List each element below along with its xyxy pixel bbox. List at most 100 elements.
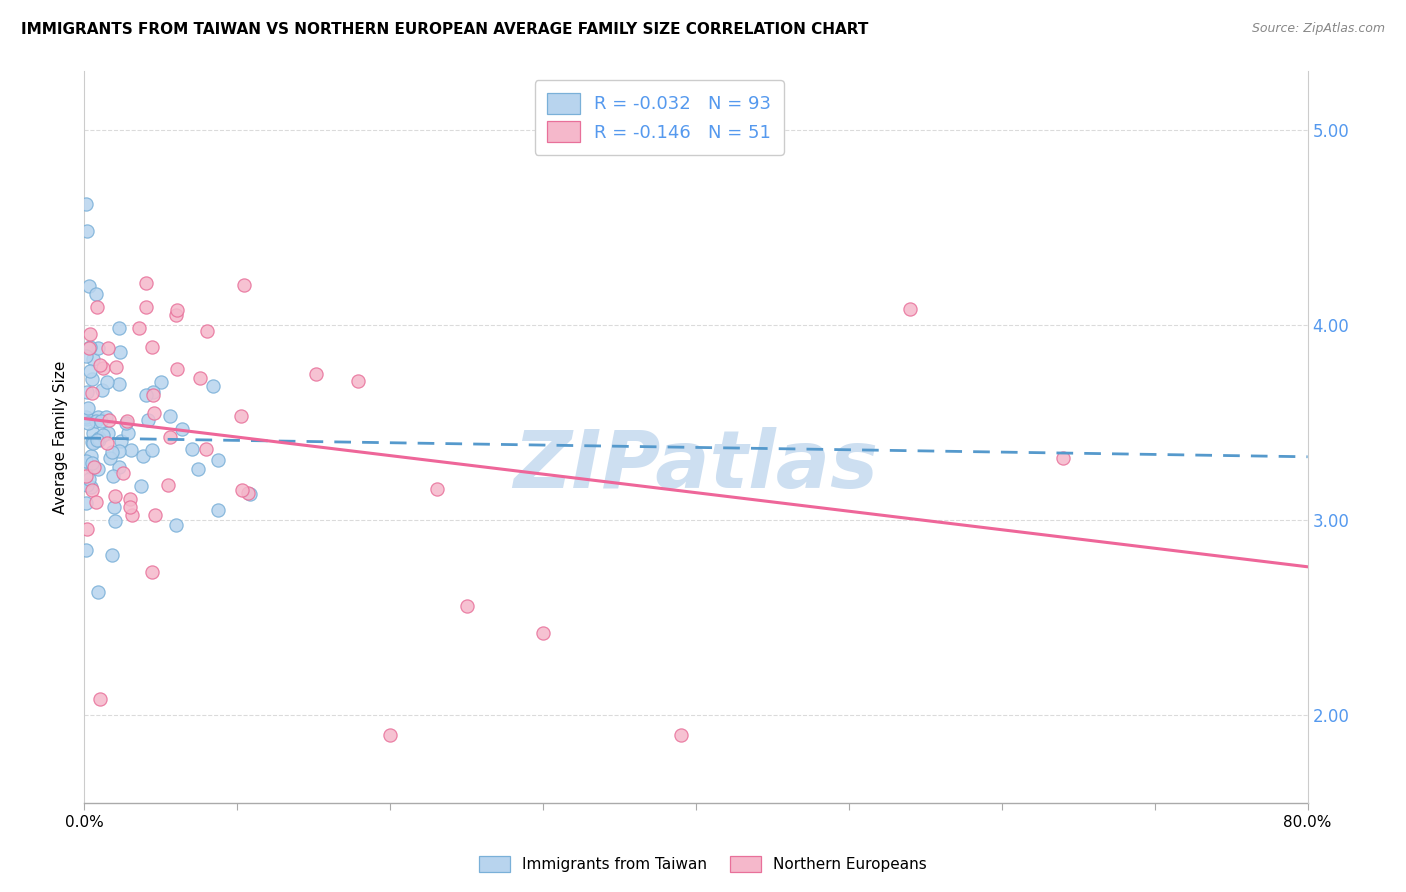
Point [86, 341, 108, 355]
Text: IMMIGRANTS FROM TAIWAN VS NORTHERN EUROPEAN AVERAGE FAMILY SIZE CORRELATION CHAR: IMMIGRANTS FROM TAIWAN VS NORTHERN EUROP… [21, 22, 869, 37]
Text: ZIPatlas: ZIPatlas [513, 427, 879, 506]
Point [96, 435, 118, 450]
Point [669, 727, 692, 741]
Point [141, 565, 163, 579]
Y-axis label: Average Family Size: Average Family Size [53, 360, 69, 514]
Point [231, 409, 253, 423]
Point [101, 469, 124, 483]
Point [207, 453, 229, 467]
Point [80, 435, 103, 450]
Point [233, 278, 256, 293]
Point [238, 486, 260, 500]
Point [94, 410, 117, 425]
Point [104, 514, 127, 528]
Point [103, 500, 125, 514]
Point [142, 384, 165, 399]
Point [141, 443, 163, 458]
Point [305, 367, 328, 381]
Point [108, 377, 131, 392]
Point [75, 454, 97, 468]
Point [180, 442, 202, 457]
Point [120, 491, 142, 506]
Point [132, 450, 155, 464]
Point [89, 433, 111, 447]
Point [120, 500, 142, 514]
Point [86, 300, 108, 314]
Point [142, 388, 165, 402]
Point [165, 518, 187, 533]
Point [82, 351, 104, 366]
Point [79, 364, 101, 378]
Point [135, 388, 157, 402]
Point [79, 340, 101, 354]
Point [86, 287, 108, 301]
Point [79, 326, 101, 341]
Point [165, 308, 187, 322]
Point [91, 360, 114, 375]
Point [75, 197, 97, 211]
Point [111, 466, 134, 480]
Legend: R = -0.032   N = 93, R = -0.146   N = 51: R = -0.032 N = 93, R = -0.146 N = 51 [534, 80, 785, 154]
Point [141, 340, 163, 354]
Point [80, 480, 103, 494]
Point [75, 349, 97, 363]
Point [96, 375, 118, 389]
Point [89, 692, 111, 706]
Point [150, 375, 173, 389]
Legend: Immigrants from Taiwan, Northern Europeans: Immigrants from Taiwan, Northern Europea… [472, 848, 934, 880]
Point [86, 584, 108, 599]
Point [87, 410, 110, 425]
Point [75, 410, 97, 425]
Text: Source: ZipAtlas.com: Source: ZipAtlas.com [1251, 22, 1385, 36]
Point [156, 478, 179, 492]
Point [136, 413, 159, 427]
Point [142, 406, 165, 420]
Point [90, 414, 112, 428]
Point [207, 503, 229, 517]
Point [82, 456, 104, 470]
Point [82, 425, 104, 440]
Point [80, 449, 103, 463]
Point [231, 483, 253, 498]
Point [197, 324, 219, 338]
Point [110, 434, 132, 448]
Point [143, 508, 166, 523]
Point [90, 383, 112, 397]
Point [166, 303, 188, 318]
Point [80, 461, 103, 475]
Point [98, 412, 121, 426]
Point [80, 386, 103, 401]
Point [97, 342, 120, 356]
Point [82, 435, 104, 450]
Point [108, 459, 131, 474]
Point [75, 496, 97, 510]
Point [121, 508, 143, 522]
Point [131, 479, 153, 493]
Point [76, 522, 98, 536]
Point [75, 543, 97, 558]
Point [87, 431, 110, 445]
Point [80, 483, 103, 498]
Point [115, 414, 138, 428]
Point [159, 430, 181, 444]
Point [76, 478, 98, 492]
Point [87, 462, 110, 476]
Point [456, 599, 478, 613]
Point [135, 300, 157, 314]
Point [347, 374, 370, 388]
Point [79, 472, 101, 486]
Point [115, 417, 138, 431]
Point [101, 445, 124, 459]
Point [108, 321, 131, 335]
Point [187, 462, 209, 476]
Point [117, 425, 139, 440]
Point [170, 422, 193, 436]
Point [77, 401, 100, 415]
Point [128, 321, 150, 335]
Point [77, 279, 100, 293]
Point [76, 411, 98, 425]
Point [105, 360, 128, 375]
Point [1052, 450, 1074, 465]
Point [108, 345, 131, 359]
Point [135, 277, 157, 291]
